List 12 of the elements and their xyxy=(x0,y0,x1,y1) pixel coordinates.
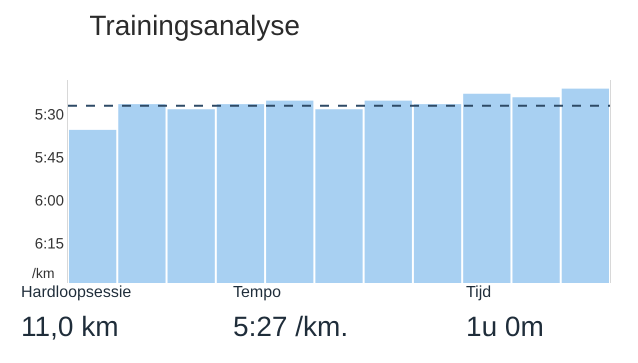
y-tick-label: 5:30 xyxy=(34,106,64,124)
text: 11,0 km xyxy=(21,311,119,342)
y-axis-title: /km xyxy=(32,265,55,281)
text: Tijd xyxy=(466,284,492,301)
y-tick-label: 6:15 xyxy=(34,236,64,253)
text: 1u 0m xyxy=(466,311,544,342)
y-tick-label: 5:45 xyxy=(34,150,64,167)
text: 5:27 /km. xyxy=(233,311,348,342)
chart-title: Trainingsanalyse xyxy=(89,10,300,42)
text: Tempo xyxy=(233,284,282,301)
y-tick-label: 6:00 xyxy=(34,192,64,210)
text: Hardloopsessie xyxy=(21,284,132,301)
